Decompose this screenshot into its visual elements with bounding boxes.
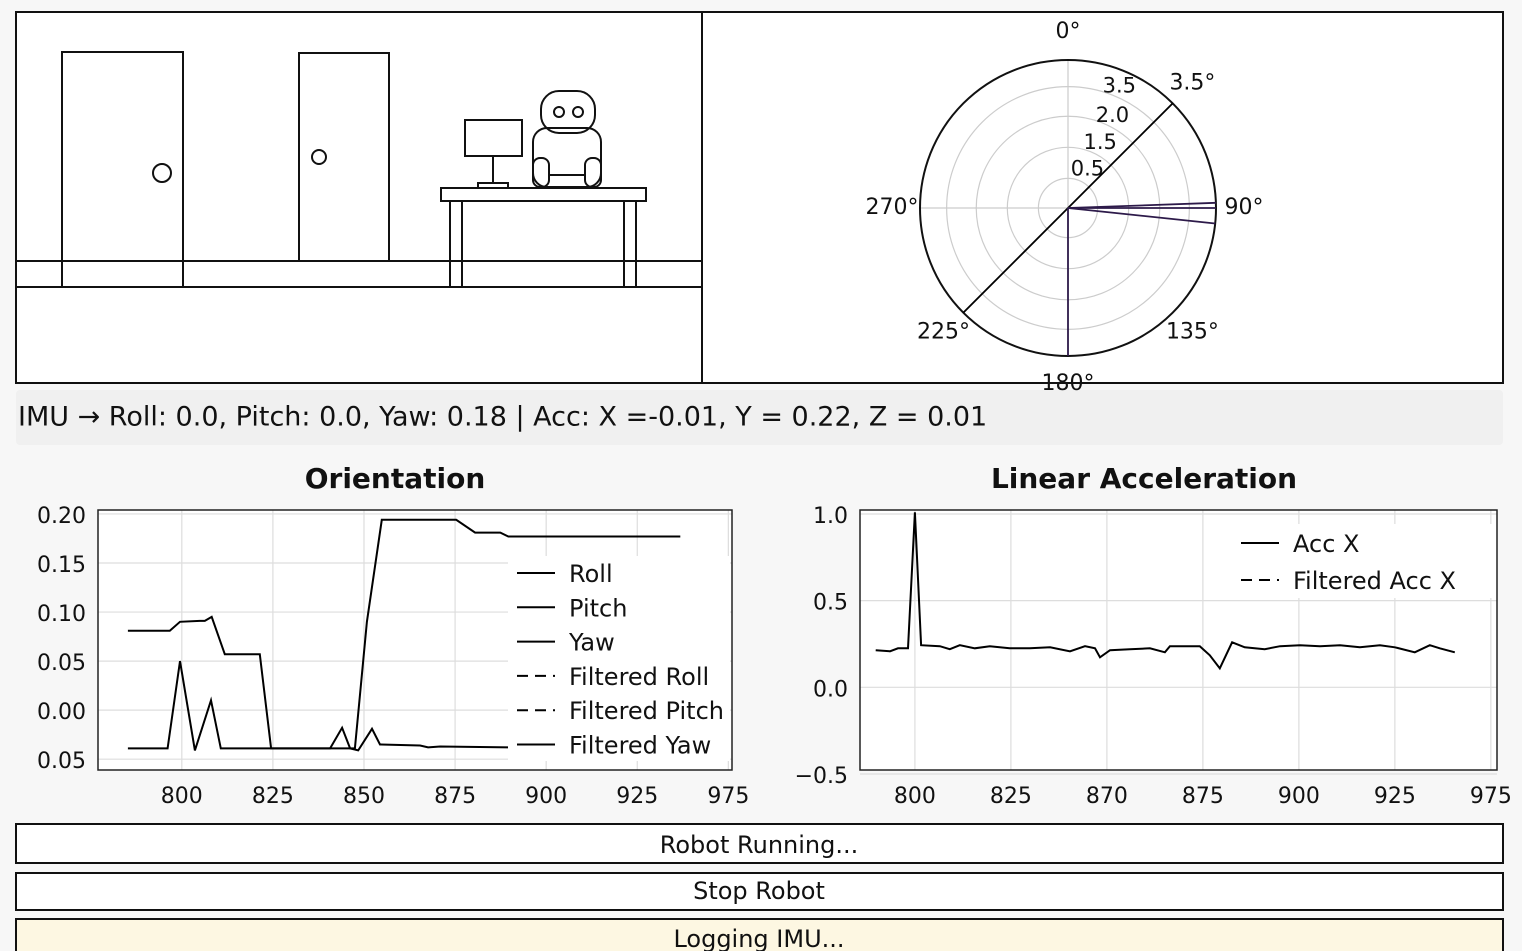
status-label: Robot Running... (660, 831, 858, 859)
angle-label: 135° (1166, 319, 1219, 344)
y-tick-label: 0.05 (37, 749, 86, 774)
robot-body (532, 127, 602, 188)
stop-button[interactable] (15, 872, 1504, 911)
legend-label: Filtered Pitch (569, 697, 724, 725)
polar-panel (701, 11, 1504, 384)
desk-top (440, 187, 647, 202)
y-tick-label: 1.0 (813, 504, 848, 529)
y-tick-label: 0.10 (37, 602, 86, 627)
imu-readout: IMU → Roll: 0.0, Pitch: 0.0, Yaw: 0.18 |… (18, 402, 987, 433)
angle-label: 180° (1042, 371, 1095, 396)
x-tick-label: 900 (525, 784, 567, 809)
y-tick-label: 0.0 (813, 677, 848, 702)
angle-label: 0° (1056, 19, 1081, 44)
robot-eye (553, 106, 565, 118)
stop-button-label[interactable]: Stop Robot (693, 877, 825, 905)
logging-button (15, 918, 1504, 951)
y-tick-label: 0.00 (37, 700, 86, 725)
legend-box (508, 556, 730, 761)
legend-label: Yaw (568, 629, 615, 657)
door-knob (311, 149, 327, 165)
y-tick-label: 0.5 (813, 591, 848, 616)
x-tick-label: 800 (161, 784, 203, 809)
y-tick-label: 0.15 (37, 553, 86, 578)
x-tick-label: 875 (434, 784, 476, 809)
x-tick-label: 825 (252, 784, 294, 809)
legend-label: Acc X (1293, 530, 1359, 558)
angle-label: 225° (917, 319, 970, 344)
robot-arm (584, 157, 602, 188)
polar-vector (1067, 207, 1216, 225)
legend-label: Filtered Acc X (1293, 567, 1456, 595)
button-bar: Robot Running... Stop Robot Logging IMU.… (15, 823, 1504, 951)
legend-label: Filtered Roll (569, 663, 709, 691)
x-tick-label: 900 (1278, 784, 1320, 809)
legend-label: Pitch (569, 594, 627, 622)
radial-label: 2.0 (1096, 103, 1129, 127)
desk-leg (449, 200, 463, 288)
logging-label: Logging IMU... (673, 925, 844, 951)
imu-bar (16, 390, 1503, 445)
y-tick-label: −0.5 (795, 764, 848, 789)
scene-frame (15, 11, 703, 384)
angle-label: 3.5° (1169, 71, 1215, 96)
scene-view (15, 11, 703, 384)
door (61, 51, 184, 288)
x-tick-label: 800 (894, 784, 936, 809)
angle-label: 270° (866, 195, 919, 220)
plot-frame (859, 509, 1498, 771)
x-tick-label: 925 (616, 784, 658, 809)
polar-vector (1067, 102, 1174, 209)
plot-frame (97, 509, 733, 771)
monitor-base (477, 182, 509, 189)
x-tick-label: 925 (1374, 784, 1416, 809)
polar-vector (962, 207, 1069, 314)
door-knob (152, 163, 172, 183)
door (298, 52, 390, 262)
radial-label: 1.5 (1083, 130, 1116, 154)
status-button (15, 823, 1504, 864)
desk-leg (623, 200, 637, 288)
x-tick-label: 825 (990, 784, 1032, 809)
legend-label: Filtered Yaw (569, 732, 711, 760)
y-tick-label: 0.20 (37, 504, 86, 529)
x-tick-label: 870 (1086, 784, 1128, 809)
x-tick-label: 850 (343, 784, 385, 809)
robot-eye (572, 106, 584, 118)
radial-label: 3.5 (1103, 74, 1136, 98)
robot-head (540, 90, 596, 134)
robot-arm (532, 157, 550, 188)
chart-title: Orientation (305, 462, 486, 495)
y-tick-label: 0.05 (37, 651, 86, 676)
x-tick-label: 975 (707, 784, 749, 809)
legend-label: Roll (569, 560, 613, 588)
x-tick-label: 975 (1470, 784, 1512, 809)
series-line (875, 512, 1456, 671)
chart-title: Linear Acceleration (991, 462, 1297, 495)
legend-box (1233, 524, 1495, 598)
series-line (127, 660, 511, 752)
x-tick-label: 875 (1182, 784, 1224, 809)
angle-label: 90° (1225, 195, 1264, 220)
